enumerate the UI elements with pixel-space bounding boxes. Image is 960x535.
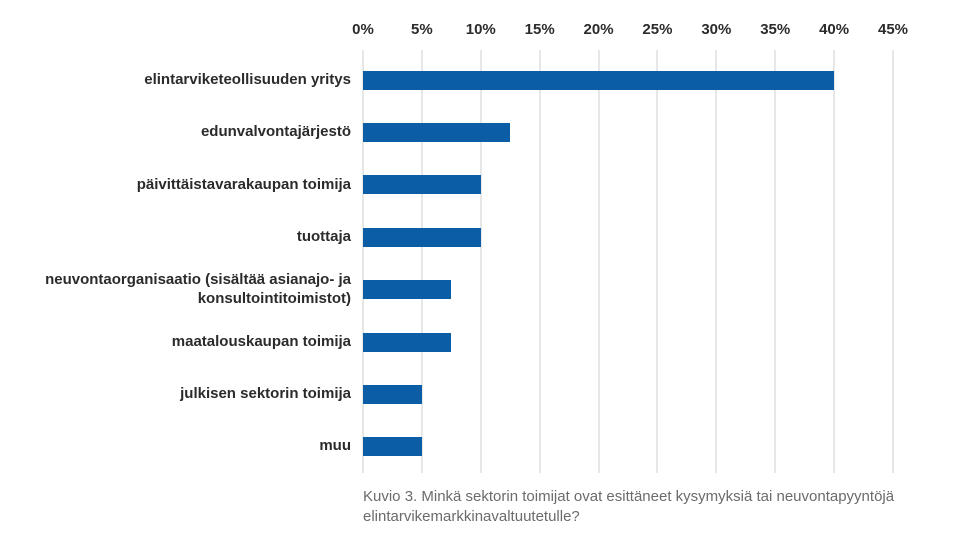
bar-row (363, 54, 893, 106)
x-axis-tick-label: 25% (642, 21, 673, 38)
gridline (715, 50, 718, 473)
category-label: neuvontaorganisaatio (sisältää asianajo-… (45, 270, 351, 307)
bar (363, 280, 452, 300)
x-axis-tick-label: 20% (583, 21, 614, 38)
bar (363, 332, 452, 352)
gridline (774, 50, 777, 473)
bar-row (363, 421, 893, 473)
bar-row (363, 368, 893, 420)
gridline (362, 50, 364, 473)
bar-row (363, 316, 893, 368)
x-axis-tick-label: 40% (819, 21, 850, 38)
gridline (538, 50, 541, 473)
gridline (833, 50, 836, 473)
bar (363, 123, 511, 143)
gridline (479, 50, 482, 473)
gridline (892, 50, 894, 473)
gridline (420, 50, 423, 473)
x-axis-tick-label: 5% (411, 21, 433, 38)
bars (363, 50, 893, 473)
bar (363, 175, 481, 195)
category-label: tuottaja (296, 227, 351, 245)
category-labels: elintarviketeollisuuden yritys edunvalvon… (0, 50, 351, 473)
x-axis: 0% 5% 10% 15% 20% 25% 30% 35% 40% 45% (0, 0, 960, 50)
category-label: päivittäistavarakaupan toimija (136, 175, 351, 193)
plot-region: elintarviketeollisuuden yritys edunvalvon… (0, 50, 960, 473)
bar (363, 437, 422, 457)
x-axis-tick-label: 45% (877, 21, 909, 38)
x-axis-tick-label: 10% (465, 21, 496, 38)
bar-row (363, 264, 893, 316)
category-label: julkisen sektorin toimija (180, 385, 351, 403)
axis-spacer (0, 0, 363, 50)
category-label: elintarviketeollisuuden yritys (144, 70, 351, 88)
bar (363, 384, 422, 404)
x-axis-tick-labels: 0% 5% 10% 15% 20% 25% 30% 35% 40% 45% (352, 0, 908, 50)
figure-caption: Kuvio 3. Minkä sektorin toimijat ovat es… (363, 488, 895, 525)
x-axis-tick-label: 0% (352, 21, 374, 38)
category-label: edunvalvontajärjestö (200, 123, 351, 141)
bar-row (363, 106, 893, 158)
bar (363, 70, 835, 90)
x-axis-tick-label: 15% (524, 21, 555, 38)
gridline (597, 50, 600, 473)
bar (363, 227, 481, 247)
bar-row (363, 159, 893, 211)
gridline (656, 50, 659, 473)
category-label: maatalouskaupan toimija (171, 332, 351, 350)
bar-row (363, 211, 893, 263)
x-axis-tick-label: 35% (760, 21, 791, 38)
x-axis-tick-label: 30% (701, 21, 732, 38)
plot-area (362, 50, 894, 473)
category-label: muu (319, 437, 351, 455)
